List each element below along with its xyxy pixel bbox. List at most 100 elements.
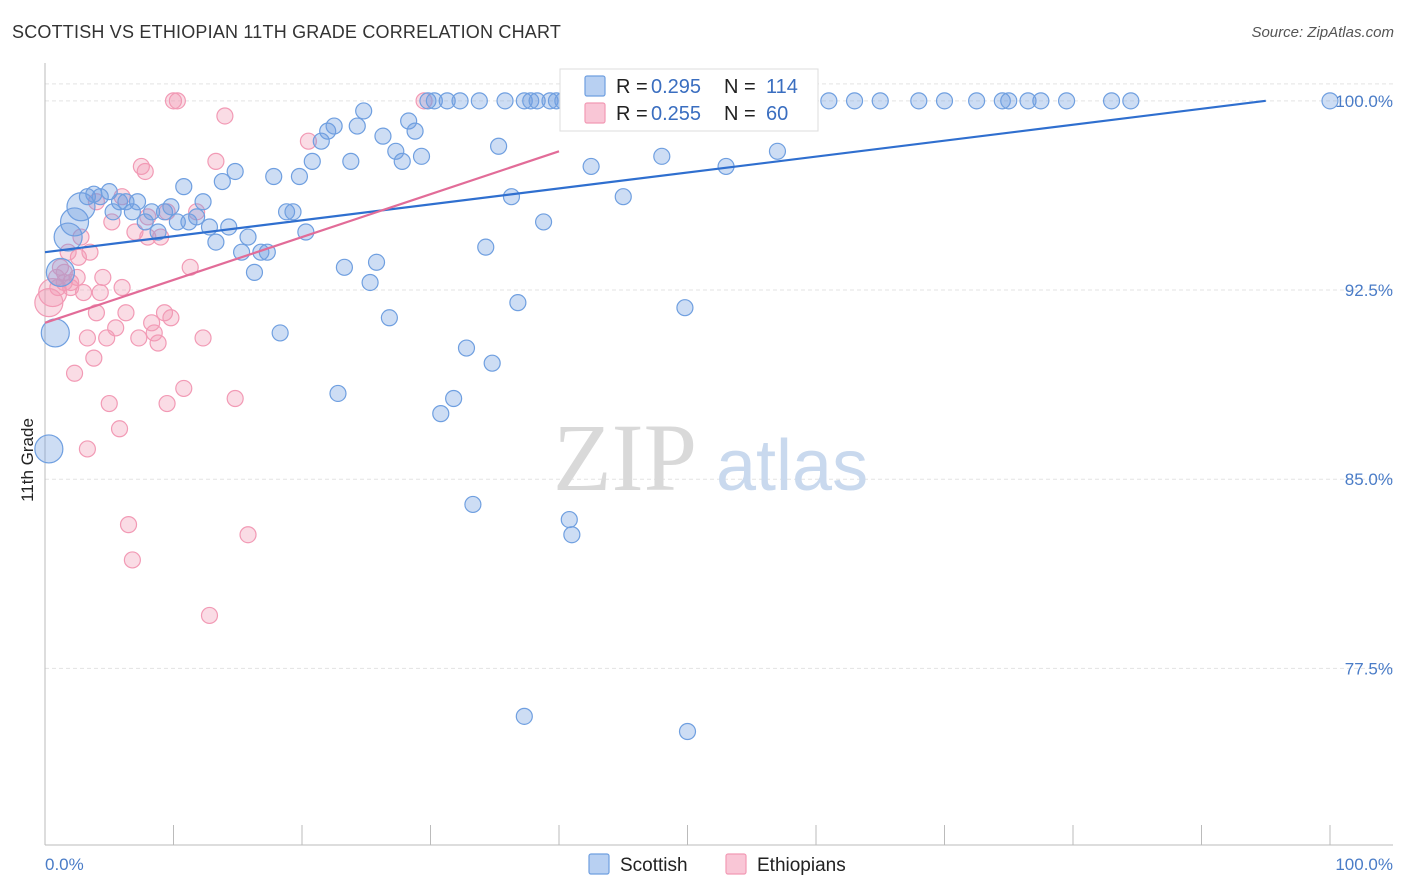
ethiopians-point xyxy=(100,394,118,413)
ethiopians-point xyxy=(216,107,234,125)
scottish-point xyxy=(1321,92,1339,110)
ethiopians-point xyxy=(145,324,163,342)
scottish-point xyxy=(477,238,495,256)
scottish-point xyxy=(355,102,373,120)
scottish-point xyxy=(968,92,986,110)
scottish-point xyxy=(367,253,386,271)
scottish-point xyxy=(515,707,533,725)
ethiopians-point xyxy=(158,394,176,413)
y-tick-label: 85.0% xyxy=(1345,470,1393,489)
scottish-point xyxy=(290,167,309,186)
scottish-point xyxy=(412,147,431,165)
scottish-point xyxy=(100,183,118,201)
scottish-point xyxy=(563,526,581,544)
scottish-point xyxy=(361,273,379,292)
ethiopians-point xyxy=(38,277,68,308)
legend-n-label-ethiopians: N = xyxy=(724,103,756,125)
scottish-point xyxy=(768,142,787,160)
scottish-point xyxy=(910,92,928,110)
ethiopians-trend-line xyxy=(44,150,560,324)
tick-labels: 77.5% 85.0% 92.5% 100.0% 0.0% 100.0% xyxy=(45,92,1393,874)
scottish-point xyxy=(220,218,238,236)
scottish-point xyxy=(560,510,578,529)
trend-lines xyxy=(44,99,1266,324)
ethiopians-point xyxy=(136,162,154,181)
scottish-point xyxy=(515,92,533,110)
scottish-point xyxy=(143,203,161,221)
scottish-point xyxy=(226,162,244,181)
ethiopians-point xyxy=(91,283,109,302)
scottish-point xyxy=(284,203,302,221)
scottish-point xyxy=(676,299,694,317)
scottish-point xyxy=(534,213,553,231)
scottish-point xyxy=(303,152,321,170)
scottish-point xyxy=(329,384,347,403)
watermark: ZIP atlas xyxy=(553,404,868,511)
y-axis-label: 11th Grade xyxy=(18,418,37,502)
legend-n-value-ethiopians: 60 xyxy=(766,103,788,125)
axes-layer xyxy=(44,63,1393,846)
ethiopians-point xyxy=(49,278,67,297)
ethiopians-point xyxy=(107,319,125,337)
x-tick-label-max: 100.0% xyxy=(1335,855,1393,874)
watermark-zip: ZIP xyxy=(553,404,697,511)
scottish-point xyxy=(312,132,330,150)
ethiopians-point xyxy=(143,314,161,332)
ethiopians-point xyxy=(65,364,84,382)
scottish-point xyxy=(425,92,443,110)
ethiopians-point xyxy=(78,329,97,347)
bottom-legend-swatch-ethiopians xyxy=(725,853,747,875)
scottish-point xyxy=(438,92,456,110)
ethiopians-point xyxy=(85,349,103,367)
ethiopians-point xyxy=(123,551,141,569)
scottish-point xyxy=(335,258,354,276)
scottish-point xyxy=(149,223,167,241)
scottish-point xyxy=(393,152,411,170)
scottish-point xyxy=(400,112,418,130)
ethiopians-point xyxy=(113,278,131,297)
scottish-point xyxy=(496,92,514,110)
scottish-point xyxy=(935,92,954,110)
ethiopians-point xyxy=(149,334,167,352)
scottish-point xyxy=(348,117,366,135)
scottish-point xyxy=(1032,92,1050,110)
ethiopians-point xyxy=(168,92,186,110)
scottish-point xyxy=(265,167,283,186)
scottish-point xyxy=(820,92,838,110)
ethiopians-point xyxy=(162,309,180,327)
scottish-point xyxy=(483,354,501,372)
scottish-point xyxy=(91,188,109,206)
scottish-point xyxy=(59,207,90,237)
scottish-point xyxy=(614,188,632,206)
scottish-point xyxy=(678,722,697,741)
legend-r-label-ethiopians: R = xyxy=(616,103,648,125)
legend-n-label-scottish: N = xyxy=(724,76,756,98)
scottish-point xyxy=(406,122,424,140)
scottish-point xyxy=(522,92,540,110)
ethiopians-point xyxy=(226,389,244,408)
bottom-legend: Scottish Ethiopians xyxy=(588,853,846,876)
legend-r-value-scottish: 0.295 xyxy=(651,76,701,98)
scottish-point xyxy=(271,324,289,342)
scottish-point xyxy=(541,92,559,110)
legend-swatch-ethiopians xyxy=(584,102,606,124)
scottish-point xyxy=(1000,92,1018,110)
y-tick-label: 100.0% xyxy=(1335,92,1393,111)
scottish-point xyxy=(451,92,469,110)
legend-swatch-scottish xyxy=(584,75,606,97)
ethiopians-point xyxy=(74,283,93,302)
scottish-point xyxy=(128,193,147,211)
ethiopians-point xyxy=(94,268,112,287)
ethiopians-point xyxy=(299,132,318,150)
scottish-point xyxy=(457,339,476,357)
scottish-point xyxy=(207,233,225,251)
ethiopians-point xyxy=(117,304,135,322)
scottish-point xyxy=(1122,92,1140,110)
y-tick-label: 77.5% xyxy=(1345,659,1393,678)
scottish-point xyxy=(470,92,488,110)
scottish-point xyxy=(45,257,76,287)
scottish-point xyxy=(419,92,437,110)
scottish-point xyxy=(342,152,360,170)
scottish-point xyxy=(845,92,864,110)
